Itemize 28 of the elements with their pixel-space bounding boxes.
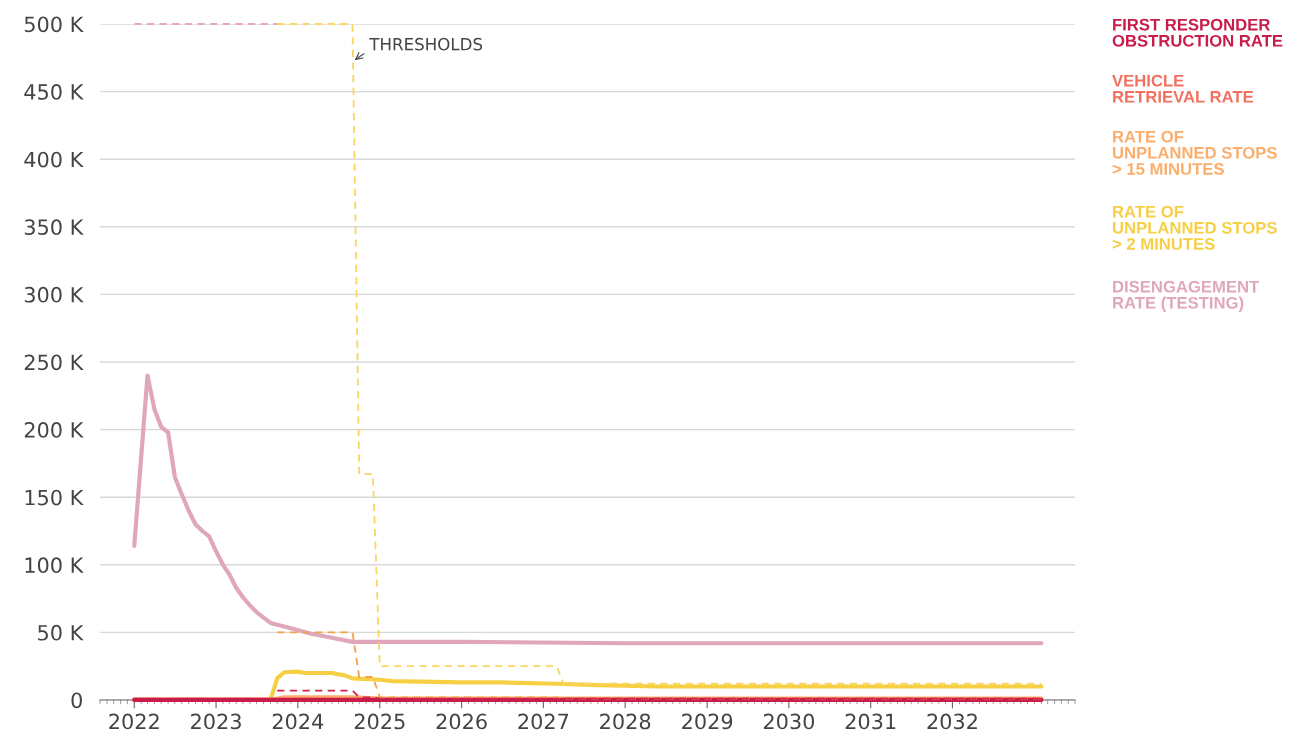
y-tick-label: 100 K xyxy=(25,557,84,574)
annotation: THRESHOLDS xyxy=(369,37,483,51)
y-tick-label: 150 K xyxy=(25,489,84,506)
y-tick-label: 50 K xyxy=(38,624,84,641)
y-tick-label: 250 K xyxy=(24,354,84,371)
text: DISENGAGEMENT RATE (TESTING) xyxy=(1113,280,1260,312)
text: FIRST RESPONDER OBSTRUCTION RATE xyxy=(1112,18,1283,47)
y-tick-label: 450 K xyxy=(24,84,84,100)
x-tick-label: 2032 xyxy=(927,713,977,730)
x-tick-label: 2026 xyxy=(436,713,487,730)
x-tick-label: 2031 xyxy=(845,713,896,730)
x-tick-label: 2029 xyxy=(682,713,733,730)
text: RATE OF UNPLANNED STOPS > 2 MINUTES xyxy=(1112,205,1277,250)
x-tick-label: 2028 xyxy=(600,713,651,730)
y-tick-label: 300 K xyxy=(24,286,84,303)
x-tick-label: 2030 xyxy=(763,713,815,730)
x-tick-label: 2025 xyxy=(354,713,405,730)
y-tick-label: 400 K xyxy=(24,151,84,168)
y-tick-label: 0 xyxy=(71,692,82,709)
x-tick-label: 2022 xyxy=(109,713,159,730)
y-tick-label: 350 K xyxy=(24,219,84,236)
text: VEHICLE RETRIEVAL RATE xyxy=(1112,74,1254,103)
y-tick-label: 500 K xyxy=(24,16,84,33)
x-tick-label: 2027 xyxy=(518,713,569,730)
y-tick-label: 200 K xyxy=(24,422,84,438)
x-tick-label: 2024 xyxy=(272,713,324,730)
text: RATE OF UNPLANNED STOPS > 15 MINUTES xyxy=(1112,130,1277,175)
x-tick-label: 2023 xyxy=(191,713,241,730)
